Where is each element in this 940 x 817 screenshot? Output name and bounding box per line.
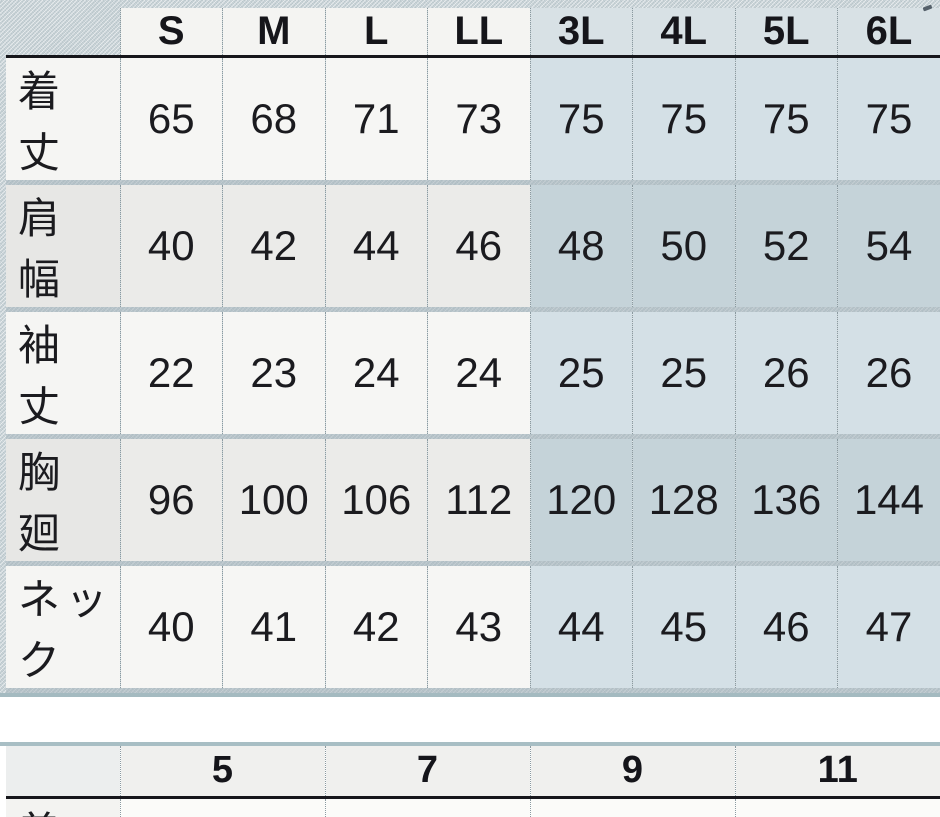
size-cell: 75 [529,56,633,185]
size-cell: 54 [837,182,940,312]
size-cell: 47 [837,563,940,693]
size-cell: 42 [222,182,325,312]
column-header-11: 11 [734,745,940,799]
column-header-ll: LL [427,8,530,58]
column-header-s: S [119,8,223,58]
column-header-l: L [324,8,428,58]
size-cell: 24 [427,309,530,439]
row-label-body-length: 着 丈 [6,56,120,185]
size-cell: 64 [734,797,940,817]
column-header-5l: 5L [734,8,838,58]
size-cell: 46 [427,182,530,312]
table-row-body-length: 着 丈 65 68 71 73 75 75 75 75 [6,56,940,185]
size-chart-adult: S M L LL 3L 4L 5L 6L 着 丈 65 68 71 73 75 … [0,4,940,697]
column-header-9: 9 [529,745,735,799]
size-cell: 112 [427,436,530,566]
size-cell: 43 [427,563,530,693]
row-label-chest: 胸 廻 [6,436,120,566]
column-header-5: 5 [119,745,325,799]
row-label-sleeve-length: 袖 丈 [6,309,120,439]
row-label-body-length: 着 丈 [6,797,120,817]
size-cell: 60 [324,797,530,817]
size-cell: 128 [632,436,735,566]
size-cell: 23 [222,309,325,439]
column-header-7: 7 [324,745,530,799]
size-cell: 42 [324,563,428,693]
size-cell: 22 [119,309,223,439]
size-cell: 68 [222,56,325,185]
size-cell: 106 [324,436,428,566]
size-cell: 24 [324,309,428,439]
header-row: 5 7 9 11 [6,745,940,799]
size-cell: 44 [324,182,428,312]
size-cell: 40 [119,563,223,693]
column-header-3l: 3L [529,8,633,58]
size-cell: 144 [837,436,940,566]
row-label-shoulder-width: 肩 幅 [6,182,120,312]
size-cell: 26 [837,309,940,439]
size-cell: 62 [529,797,735,817]
header-row: S M L LL 3L 4L 5L 6L [6,8,940,58]
header-spacer [6,745,120,799]
size-cell: 25 [529,309,633,439]
size-cell: 48 [529,182,633,312]
column-header-4l: 4L [632,8,735,58]
size-cell: 100 [222,436,325,566]
size-cell: 45 [632,563,735,693]
size-cell: 46 [734,563,838,693]
size-cell: 26 [734,309,838,439]
table-row-sleeve-length: 袖 丈 22 23 24 24 25 25 26 26 [6,309,940,439]
size-cell: 58 [119,797,325,817]
column-header-m: M [222,8,325,58]
size-chart-ladies: 5 7 9 11 着 丈 58 60 62 64 肩 幅 35 36 37 38… [0,741,940,817]
size-cell: 71 [324,56,428,185]
size-cell: 65 [119,56,223,185]
size-cell: 136 [734,436,838,566]
size-cell: 52 [734,182,838,312]
size-cell: 96 [119,436,223,566]
size-cell: 40 [119,182,223,312]
size-cell: 25 [632,309,735,439]
size-cell: 120 [529,436,633,566]
size-cell: 75 [837,56,940,185]
size-table-top: S M L LL 3L 4L 5L 6L 着 丈 65 68 71 73 75 … [6,8,940,693]
row-label-neck: ネック [6,563,120,693]
size-cell: 41 [222,563,325,693]
table-row-chest: 胸 廻 96 100 106 112 120 128 136 144 [6,436,940,566]
size-cell: 75 [632,56,735,185]
table-row-neck: ネック 40 41 42 43 44 45 46 47 [6,563,940,693]
header-spacer [6,8,120,58]
size-cell: 44 [529,563,633,693]
table-row-shoulder-width: 肩 幅 40 42 44 46 48 50 52 54 [6,182,940,312]
column-header-6l: 6L [837,8,940,58]
size-cell: 50 [632,182,735,312]
table-row-body-length: 着 丈 58 60 62 64 [6,797,940,817]
size-cell: 73 [427,56,530,185]
size-table-bottom: 5 7 9 11 着 丈 58 60 62 64 肩 幅 35 36 37 38… [6,745,940,817]
size-cell: 75 [734,56,838,185]
